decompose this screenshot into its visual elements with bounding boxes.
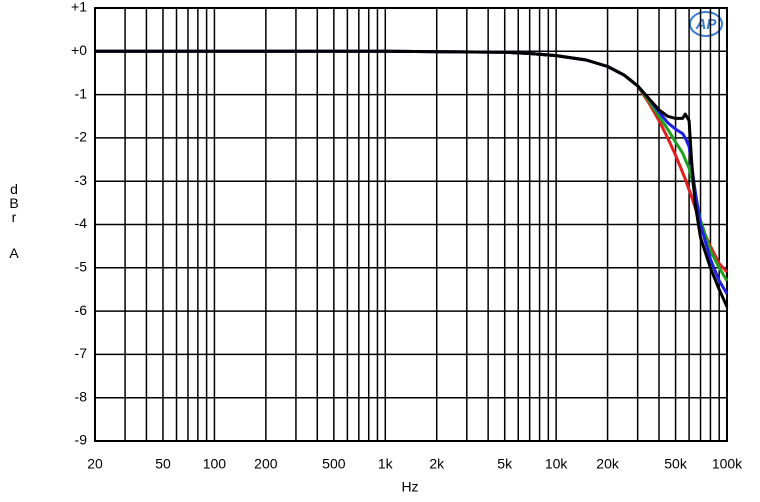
x-axis-label: Hz [401,479,418,495]
y-tick-label: -1 [75,85,88,101]
series-line [95,49,729,295]
y-tick-label: -6 [75,302,88,318]
x-tick-label: 1k [378,456,394,472]
y-tick-label: +1 [71,0,87,15]
plot-frame [94,7,728,442]
y-tick-label: -2 [75,129,88,145]
x-tick-label: 500 [322,456,346,472]
y-tick-label: -4 [75,215,88,231]
x-tick-label: 50 [155,456,171,472]
x-tick-label: 200 [254,456,278,472]
x-tick-label: 2k [429,456,445,472]
x-tick-label: 50k [664,456,688,472]
series-line [95,49,729,274]
logo-ring [689,11,723,37]
x-tick-label: 100 [203,456,227,472]
x-tick-label: 20 [87,456,103,472]
y-tick-label: -7 [75,345,88,361]
x-tick-label: 5k [497,456,513,472]
x-tick-label: 20k [596,456,620,472]
series-line [95,49,729,282]
x-tick-label: 100k [712,456,743,472]
y-tick-label: -3 [75,172,88,188]
y-tick-label: -8 [75,388,88,404]
y-tick-label: -9 [75,432,88,448]
logo: AP [695,16,718,33]
y-tick-label: -5 [75,259,88,275]
x-tick-label: 10k [545,456,569,472]
y-tick-label: +0 [71,42,87,58]
series-line [95,49,729,308]
